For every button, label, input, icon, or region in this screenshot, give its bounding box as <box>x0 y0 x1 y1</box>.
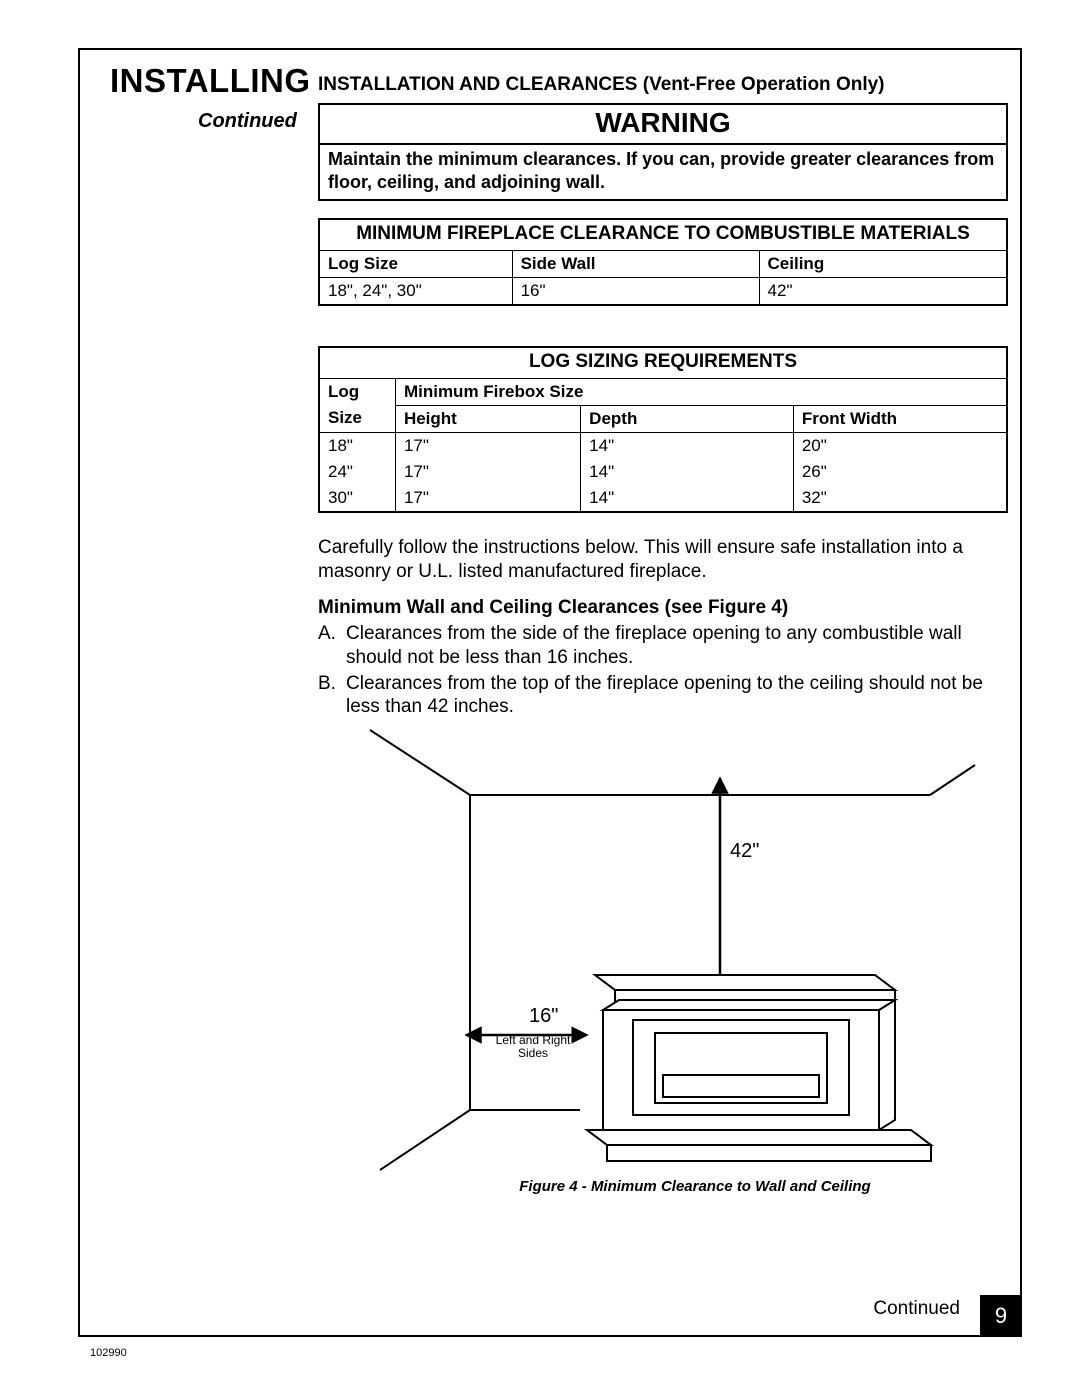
sizing-cell: 14" <box>581 485 794 511</box>
figure-label-sides: Left and Right Sides <box>487 1034 579 1060</box>
continued-label-bottom: Continued <box>873 1298 960 1320</box>
warning-box: WARNING Maintain the minimum clearances.… <box>318 103 1008 201</box>
list-text: Clearances from the side of the fireplac… <box>346 622 1020 670</box>
list-text: Clearances from the top of the fireplace… <box>346 672 1020 720</box>
clearance-cell: 16" <box>512 277 759 304</box>
clearance-list: A. Clearances from the side of the firep… <box>318 622 1020 721</box>
clearance-table-title: MINIMUM FIREPLACE CLEARANCE TO COMBUSTIB… <box>320 220 1006 250</box>
clearance-col-header: Side Wall <box>512 250 759 277</box>
doc-code: 102990 <box>90 1347 127 1359</box>
sizing-cell: 32" <box>793 485 1006 511</box>
sizing-col-header: Size <box>320 405 395 432</box>
sizing-col-header: Height <box>395 405 580 432</box>
section-title: INSTALLING <box>110 62 311 100</box>
sizing-cell: 30" <box>320 485 395 511</box>
sizing-col-header: Minimum Firebox Size <box>395 378 1006 405</box>
subheading: Minimum Wall and Ceiling Clearances (see… <box>318 597 1020 619</box>
figure-label-16: 16" <box>529 1005 558 1028</box>
clearance-cell: 42" <box>759 277 1006 304</box>
clearance-col-header: Ceiling <box>759 250 1006 277</box>
continued-label-top: Continued <box>198 110 297 133</box>
clearance-table: MINIMUM FIREPLACE CLEARANCE TO COMBUSTIB… <box>318 218 1008 306</box>
figure-caption: Figure 4 - Minimum Clearance to Wall and… <box>480 1178 910 1195</box>
list-item: A. Clearances from the side of the firep… <box>318 622 1020 670</box>
page: INSTALLING Continued INSTALLATION AND CL… <box>0 0 1080 1397</box>
clearance-table-grid: Log Size Side Wall Ceiling 18", 24", 30"… <box>320 250 1006 304</box>
page-number: 9 <box>980 1295 1022 1337</box>
sizing-table: LOG SIZING REQUIREMENTS Log Minimum Fire… <box>318 346 1008 513</box>
warning-title: WARNING <box>320 105 1006 143</box>
figure-label-42: 42" <box>730 840 759 863</box>
sizing-table-grid: Log Minimum Firebox Size Size Height Dep… <box>320 378 1006 511</box>
subtitle: INSTALLATION AND CLEARANCES (Vent-Free O… <box>318 74 885 96</box>
sizing-cell: 18" <box>320 432 395 459</box>
sizing-cell: 14" <box>581 432 794 459</box>
sizing-col-header: Front Width <box>793 405 1006 432</box>
sizing-col-header: Log <box>320 378 395 405</box>
sizing-col-header: Depth <box>581 405 794 432</box>
sizing-cell: 14" <box>581 459 794 485</box>
figure-diagram <box>355 725 995 1185</box>
sizing-cell: 24" <box>320 459 395 485</box>
sizing-cell: 26" <box>793 459 1006 485</box>
body-paragraph: Carefully follow the instructions below.… <box>318 536 1020 584</box>
clearance-col-header: Log Size <box>320 250 512 277</box>
sizing-cell: 17" <box>395 485 580 511</box>
list-letter: B. <box>318 672 346 720</box>
warning-body: Maintain the minimum clearances. If you … <box>320 143 1006 199</box>
sizing-cell: 20" <box>793 432 1006 459</box>
list-item: B. Clearances from the top of the firepl… <box>318 672 1020 720</box>
list-letter: A. <box>318 622 346 670</box>
sizing-cell: 17" <box>395 432 580 459</box>
sizing-cell: 17" <box>395 459 580 485</box>
clearance-cell: 18", 24", 30" <box>320 277 512 304</box>
sizing-table-title: LOG SIZING REQUIREMENTS <box>320 348 1006 378</box>
